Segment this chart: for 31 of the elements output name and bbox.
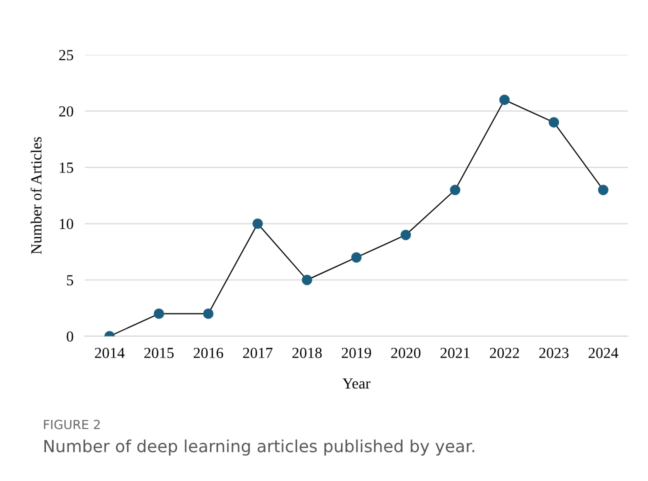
x-tick-label: 2018 xyxy=(292,348,322,358)
x-tick-label: 2021 xyxy=(440,348,470,358)
x-tick-label: 2019 xyxy=(342,348,372,358)
text: Number of deep learning articles published by year. xyxy=(44,439,474,456)
x-tick-label: 2017 xyxy=(243,348,273,358)
y-tick-label: 15 xyxy=(60,162,74,173)
point xyxy=(400,230,411,240)
x-tick-label: 2022 xyxy=(490,348,519,358)
point xyxy=(154,308,164,319)
point xyxy=(499,94,510,106)
x-tick-label: 2020 xyxy=(391,348,420,358)
y-tick-label: 20 xyxy=(59,106,74,117)
point xyxy=(203,308,214,319)
point xyxy=(351,252,362,263)
point xyxy=(548,117,560,128)
y-axis-title: Number of Articles xyxy=(30,137,42,254)
point xyxy=(450,184,460,196)
caption: FIGURE 2 xyxy=(44,420,100,430)
y-tick-label: 5 xyxy=(67,275,74,286)
point xyxy=(598,184,608,196)
x-tick-label: 2015 xyxy=(144,348,174,358)
x-tick-label: 2023 xyxy=(539,348,569,358)
y-tick-label: 10 xyxy=(60,218,74,230)
x-tick-label: 2014 xyxy=(94,348,125,358)
point xyxy=(252,218,263,229)
point xyxy=(302,274,312,286)
y-tick-label: 0 xyxy=(66,331,74,342)
x-axis-title: Year xyxy=(342,378,370,389)
x-tick-label: 2016 xyxy=(194,348,224,358)
x-tick-label: 2024 xyxy=(588,348,618,358)
y-tick-label: 25 xyxy=(59,50,74,60)
